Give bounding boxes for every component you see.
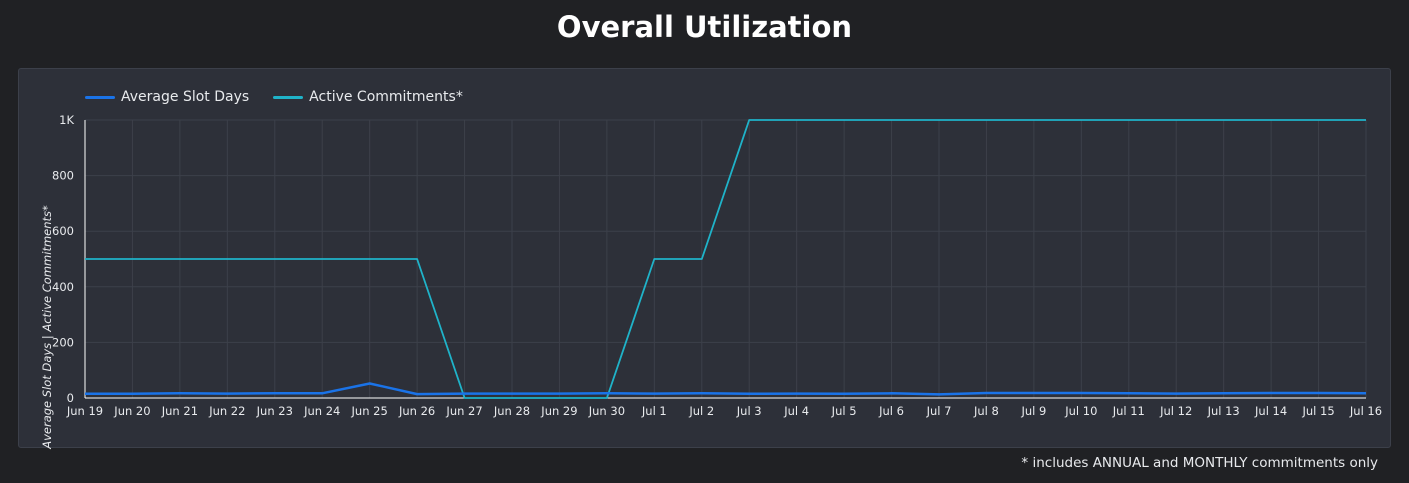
x-tick-label: Jul 4 <box>783 404 809 418</box>
y-tick-label: 200 <box>52 335 74 349</box>
x-tick-label: Jul 12 <box>1159 404 1192 418</box>
legend-item-average-slot-days[interactable]: Average Slot Days <box>85 89 249 105</box>
x-tick-label: Jul 8 <box>973 404 999 418</box>
y-tick-label: 600 <box>52 224 74 238</box>
x-tick-label: Jun 29 <box>540 404 577 418</box>
x-tick-label: Jun 28 <box>493 404 530 418</box>
x-tick-label: Jun 19 <box>66 404 103 418</box>
legend-item-active-commitments[interactable]: Active Commitments* <box>273 89 463 105</box>
legend-swatch-active-commitments <box>273 95 304 99</box>
series-line-average-slot-days <box>85 382 1367 396</box>
x-tick-label: Jun 27 <box>445 404 482 418</box>
page-title: Overall Utilization <box>556 10 853 44</box>
x-tick-label: Jun 20 <box>113 404 150 418</box>
line-chart: 0 200 400 600 800 1K Jun 19 Jun 20 Jun 21 Jun 22 J… <box>52 113 1382 418</box>
x-tick-label: Jun 21 <box>161 404 198 418</box>
chart-panel: Average Slot Days Active Commitments* Av… <box>18 68 1391 449</box>
x-tick-label: Jun 26 <box>398 404 435 418</box>
y-tick-label: 400 <box>52 280 74 294</box>
x-tick-label: Jul 15 <box>1301 404 1334 418</box>
chart-legend: Average Slot Days Active Commitments* <box>85 89 487 105</box>
y-tick-label: 0 <box>67 391 74 405</box>
series-line-active-commitments <box>85 119 1366 399</box>
x-tick-label: Jul 10 <box>1064 404 1097 418</box>
x-tick-label: Jul 14 <box>1254 404 1287 418</box>
x-tick-label: Jun 24 <box>303 404 340 418</box>
x-tick-label: Jul 16 <box>1349 404 1382 418</box>
x-tick-label: Jul 5 <box>831 404 857 418</box>
y-tick-label: 1K <box>59 113 74 127</box>
legend-swatch-average-slot-days <box>85 95 115 99</box>
footnote: * includes ANNUAL and MONTHLY commitment… <box>1021 455 1378 471</box>
x-tick-label: Jun 25 <box>351 404 388 418</box>
x-tick-label: Jun 23 <box>256 404 293 418</box>
x-tick-label: Jul 7 <box>926 404 952 418</box>
x-tick-label: Jun 30 <box>588 404 625 418</box>
x-tick-label: Jul 1 <box>641 404 667 418</box>
x-tick-label: Jul 2 <box>688 404 714 418</box>
x-tick-label: Jul 9 <box>1020 404 1046 418</box>
legend-label-average-slot-days: Average Slot Days <box>121 89 250 105</box>
x-tick-label: Jul 11 <box>1112 404 1145 418</box>
x-tick-label: Jun 22 <box>208 404 245 418</box>
y-tick-label: 800 <box>52 169 74 183</box>
legend-label-active-commitments: Active Commitments* <box>309 89 463 105</box>
x-tick-label: Jul 3 <box>736 404 762 418</box>
x-tick-label: Jul 13 <box>1207 404 1240 418</box>
x-tick-label: Jul 6 <box>878 404 904 418</box>
